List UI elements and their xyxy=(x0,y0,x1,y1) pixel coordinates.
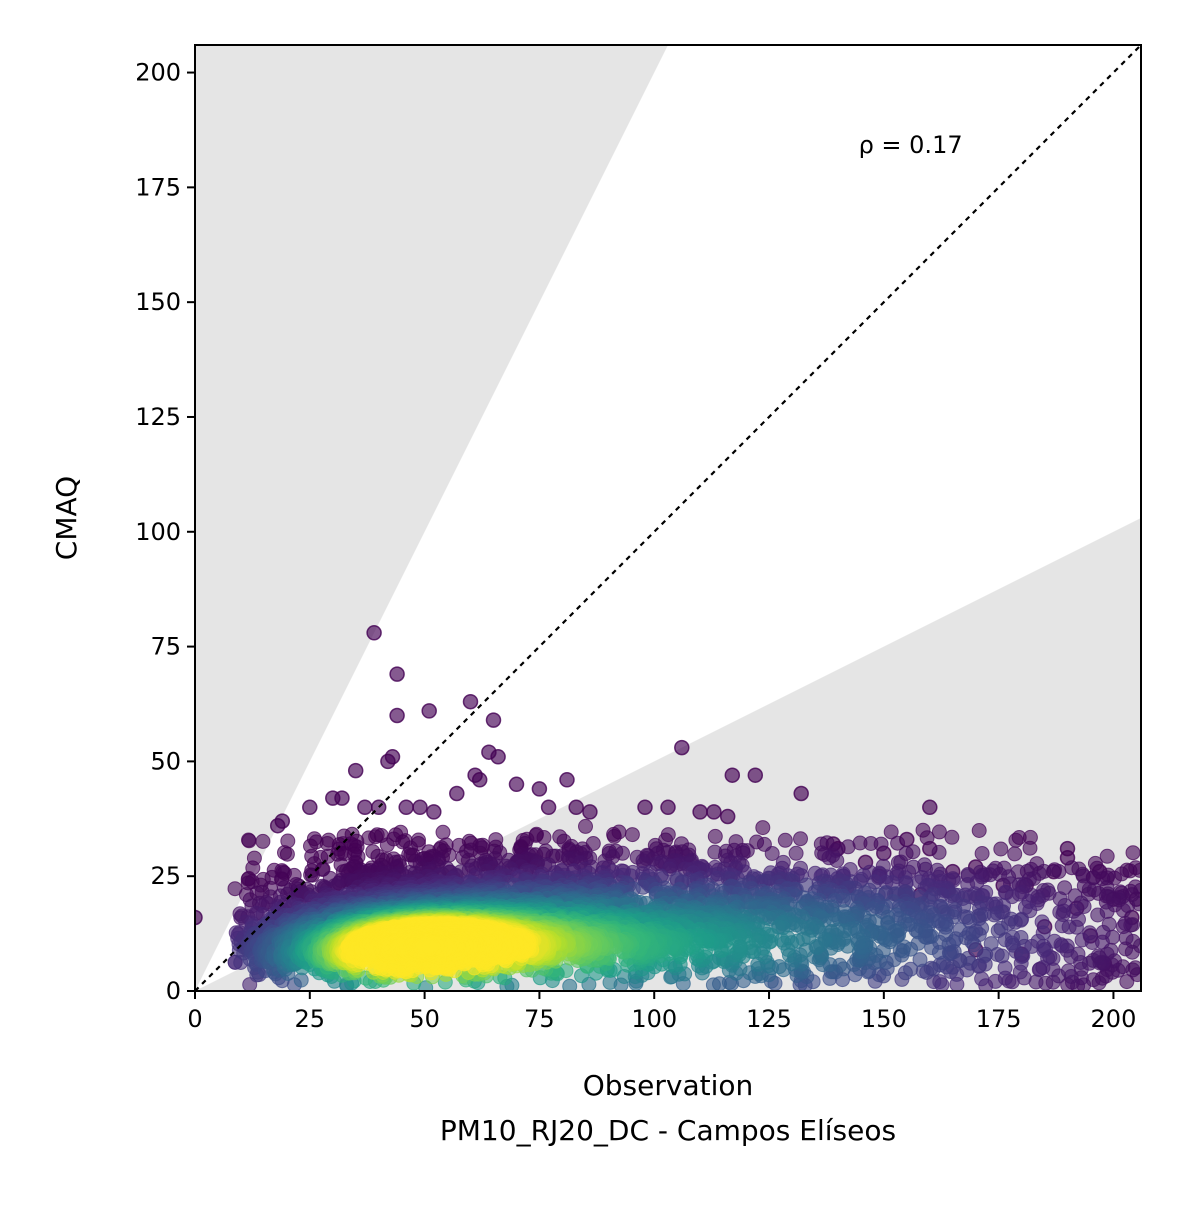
data-point xyxy=(347,762,364,779)
data-point xyxy=(1119,974,1135,990)
data-point xyxy=(974,846,990,861)
data-point xyxy=(1115,919,1131,935)
data-point xyxy=(1074,932,1090,948)
data-point xyxy=(922,799,938,816)
data-point xyxy=(578,818,593,834)
data-point xyxy=(873,836,889,852)
data-point xyxy=(536,830,552,845)
data-point xyxy=(449,785,465,802)
data-point xyxy=(1008,832,1024,848)
upper-shaded-region xyxy=(195,45,668,991)
data-point xyxy=(1022,840,1038,856)
data-point xyxy=(302,799,318,816)
data-point xyxy=(707,828,723,844)
data-point xyxy=(389,707,405,724)
data-point xyxy=(983,936,999,952)
data-point xyxy=(279,846,295,862)
data-point xyxy=(883,824,899,840)
data-point xyxy=(974,971,990,987)
data-point xyxy=(931,844,947,860)
data-point xyxy=(421,703,437,719)
data-point xyxy=(692,804,708,820)
data-point xyxy=(1051,864,1067,879)
data-point xyxy=(993,841,1009,857)
data-point xyxy=(366,625,382,641)
data-point xyxy=(1125,845,1141,861)
data-point xyxy=(389,666,405,682)
data-point xyxy=(1004,889,1020,905)
data-point xyxy=(793,785,809,802)
data-point xyxy=(241,833,257,849)
data-point xyxy=(755,820,771,836)
data-point xyxy=(793,831,808,847)
data-point xyxy=(304,867,320,883)
data-point xyxy=(674,739,690,756)
data-point xyxy=(919,830,935,846)
data-point xyxy=(719,808,736,825)
data-point xyxy=(320,848,336,864)
data-point xyxy=(255,833,271,849)
data-point xyxy=(380,753,396,770)
data-point xyxy=(971,823,987,838)
data-point xyxy=(568,799,584,816)
data-point xyxy=(540,799,557,816)
data-point xyxy=(368,829,384,845)
data-point xyxy=(398,799,414,816)
data-point xyxy=(724,767,741,783)
data-point xyxy=(582,804,598,820)
data-point xyxy=(357,799,373,816)
scatter-points xyxy=(195,625,1141,991)
data-point xyxy=(1054,918,1070,934)
data-point xyxy=(606,828,622,844)
data-point xyxy=(412,799,428,816)
data-point xyxy=(1090,948,1106,964)
data-point xyxy=(747,767,764,783)
data-point xyxy=(508,776,525,793)
data-point xyxy=(485,712,502,728)
data-point xyxy=(334,790,350,806)
data-point xyxy=(931,824,947,840)
data-point xyxy=(426,804,442,820)
data-point xyxy=(990,923,1006,939)
data-point xyxy=(531,781,548,797)
data-point xyxy=(1060,963,1076,979)
data-point xyxy=(462,693,479,710)
data-point xyxy=(481,744,497,760)
data-point xyxy=(840,839,856,855)
data-point xyxy=(1099,848,1115,864)
data-point xyxy=(1007,846,1023,862)
data-point xyxy=(706,804,722,820)
data-point xyxy=(788,845,804,861)
data-point xyxy=(890,835,906,851)
data-point xyxy=(777,832,793,848)
data-point xyxy=(559,772,575,788)
data-point xyxy=(1090,907,1106,923)
data-point xyxy=(660,799,676,816)
data-point xyxy=(944,829,960,845)
plot-area xyxy=(195,45,1141,991)
data-point xyxy=(637,799,653,816)
data-point xyxy=(829,853,845,868)
data-point xyxy=(624,827,640,843)
data-point xyxy=(764,846,780,861)
data-point xyxy=(274,813,291,829)
data-point xyxy=(379,837,395,853)
data-point xyxy=(471,772,488,788)
data-point xyxy=(435,824,451,840)
data-point xyxy=(195,909,203,926)
